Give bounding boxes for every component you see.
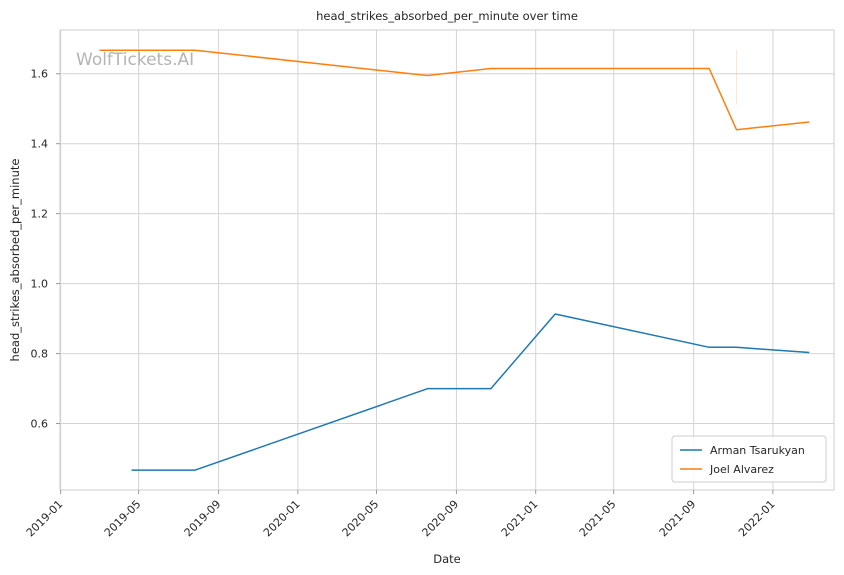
x-tick-label: 2020-09 [420, 498, 462, 540]
x-tick-label: 2019-01 [24, 498, 66, 540]
watermark: WolfTickets.AI [76, 50, 194, 70]
legend-label-0: Arman Tsarukyan [710, 444, 805, 457]
y-tick-label: 1.0 [31, 278, 49, 291]
legend: Arman Tsarukyan Joel Alvarez [671, 435, 827, 483]
legend-label-1: Joel Alvarez [709, 463, 774, 476]
legend-box [671, 435, 827, 483]
y-tick-label: 0.6 [31, 418, 49, 431]
grid [60, 30, 834, 490]
x-tick-label: 2020-05 [340, 498, 382, 540]
x-tick-label: 2021-01 [499, 498, 541, 540]
x-axis-label: Date [433, 552, 461, 566]
series-line-0 [131, 313, 810, 471]
x-tick-label: 2020-01 [261, 498, 303, 540]
y-tick-label: 1.2 [31, 208, 49, 221]
y-tick-label: 1.6 [31, 68, 49, 81]
y-axis-label: head_strikes_absorbed_per_minute [8, 159, 22, 362]
series-line-1 [99, 49, 810, 131]
y-tick-label: 1.4 [31, 138, 49, 151]
chart-title: head_strikes_absorbed_per_minute over ti… [316, 9, 578, 23]
x-axis-ticks: 2019-01 2019-05 2019-09 2020-01 2020-05 2020-… [24, 490, 778, 539]
x-tick-label: 2019-05 [102, 498, 144, 540]
x-tick-label: 2021-09 [657, 498, 699, 540]
series-layer [99, 49, 810, 471]
x-tick-label: 2022-01 [736, 498, 778, 540]
y-axis-ticks: 0.6 0.8 1.0 1.2 1.4 1.6 [31, 68, 60, 431]
x-tick-label: 2021-05 [577, 498, 619, 540]
x-tick-label: 2019-09 [182, 498, 224, 540]
y-tick-label: 0.8 [31, 348, 49, 361]
plot-frame [59, 29, 835, 491]
